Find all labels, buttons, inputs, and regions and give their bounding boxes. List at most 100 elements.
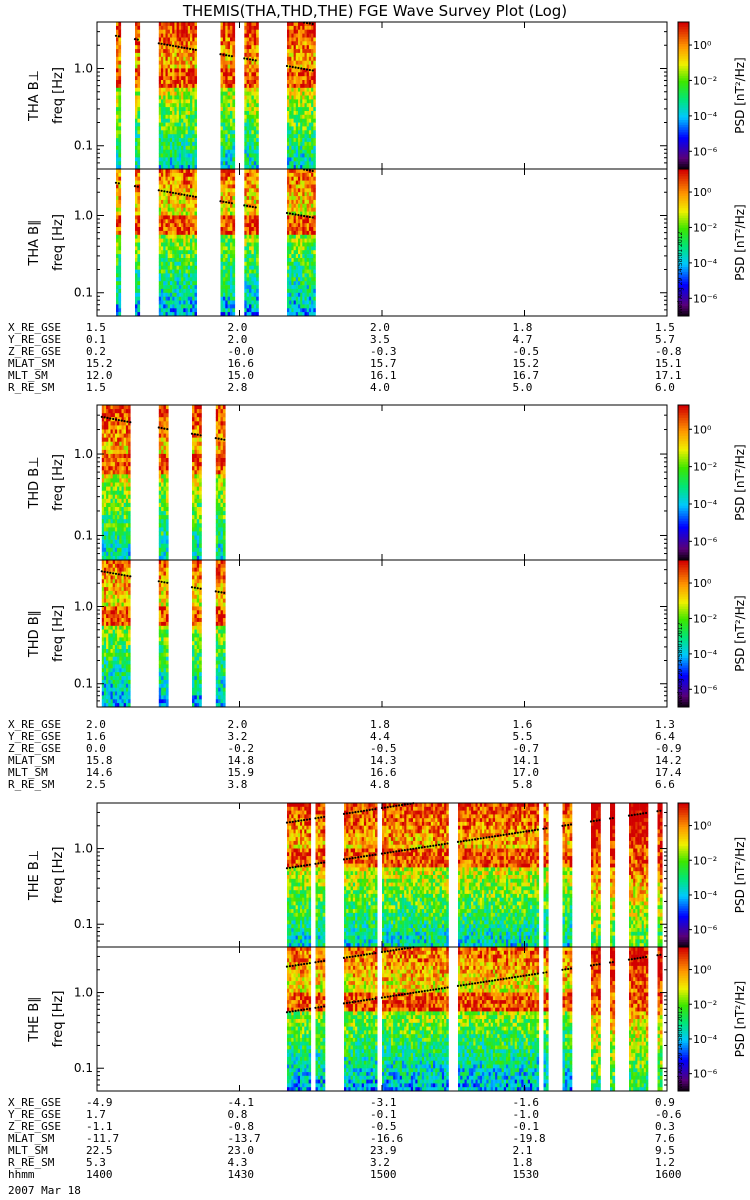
- spectrogram-cell: [313, 180, 316, 185]
- spectrogram-cell: [110, 507, 113, 512]
- spectrogram-cell: [287, 41, 290, 46]
- spectrogram-cell: [313, 22, 316, 27]
- spectrogram-cell: [220, 507, 224, 512]
- spectrogram-cell: [291, 95, 294, 100]
- spectrogram-cell: [253, 300, 257, 305]
- spectrogram-cell: [244, 145, 247, 150]
- spectrogram-cell: [181, 196, 184, 201]
- spectrogram-cell: [101, 664, 105, 669]
- spectrogram-cell: [308, 37, 312, 42]
- spectrogram-cell: [137, 52, 141, 58]
- spectrogram-cell: [249, 211, 252, 216]
- spectrogram-cell: [293, 37, 297, 42]
- spectrogram-cell: [174, 107, 177, 112]
- spectrogram-cell: [110, 466, 113, 471]
- spectrogram-cell: [220, 261, 224, 266]
- spectrogram-cell: [103, 637, 107, 642]
- spectrogram-cell: [306, 126, 310, 131]
- spectrogram-cell: [116, 165, 119, 170]
- spectrogram-cell: [227, 207, 231, 212]
- spectrogram-cell: [137, 130, 141, 135]
- spectrogram-cell: [220, 547, 224, 553]
- spectrogram-cell: [178, 83, 182, 89]
- spectrogram-cell: [116, 246, 119, 251]
- spectrogram-cell: [289, 304, 292, 309]
- spectrogram-cell: [300, 149, 303, 154]
- spectrogram-cell: [172, 153, 175, 158]
- spectrogram-cell: [192, 149, 195, 154]
- spectrogram-cell: [137, 107, 141, 112]
- spectrogram-cell: [302, 49, 305, 54]
- spectrogram-cell: [194, 511, 198, 516]
- spectrogram-cell: [222, 215, 226, 220]
- spectrogram-cell: [289, 312, 292, 317]
- spectrogram-cell: [232, 292, 236, 297]
- spectrogram-cell: [289, 172, 292, 178]
- spectrogram-cell: [220, 169, 224, 174]
- spectrogram-cell: [295, 285, 299, 290]
- spectrogram-cell: [256, 250, 259, 255]
- spectrogram-cell: [172, 107, 175, 112]
- spectrogram-cell: [185, 242, 189, 247]
- spectrogram-cell: [291, 250, 294, 255]
- colorbar-step: [678, 544, 689, 548]
- spectrogram-cell: [165, 462, 169, 467]
- spectrogram-cell: [158, 107, 162, 112]
- spectrogram-cell: [311, 308, 314, 313]
- spectrogram-cell: [183, 304, 186, 309]
- spectrogram-cell: [172, 219, 175, 224]
- spectrogram-cell: [220, 246, 224, 251]
- spectrogram-cell: [308, 304, 312, 309]
- spectrogram-cell: [287, 203, 290, 208]
- spectrogram-cell: [128, 539, 131, 544]
- spectrogram-cell: [306, 304, 310, 309]
- spectrogram-cell: [232, 281, 236, 286]
- spectrogram-cell: [220, 405, 224, 410]
- spectrogram-cell: [251, 134, 255, 139]
- spectrogram-cell: [116, 273, 119, 278]
- spectrogram-cell: [163, 149, 166, 154]
- spectrogram-cell: [298, 68, 301, 73]
- spectrogram-cell: [174, 22, 177, 27]
- spectrogram-cell: [185, 52, 189, 58]
- spectrogram-cell: [220, 207, 224, 212]
- spectrogram-cell: [174, 103, 177, 108]
- spectrogram-cell: [137, 312, 141, 317]
- spectrogram-cell: [169, 261, 173, 266]
- spectrogram-cell: [190, 60, 193, 65]
- spectrogram-cell: [256, 80, 259, 85]
- spectrogram-cell: [172, 37, 175, 42]
- spectrogram-cell: [293, 80, 297, 85]
- gyrofrequency-dot: [186, 194, 189, 197]
- spectrogram-cell: [161, 165, 164, 170]
- spectrogram-cell: [251, 234, 255, 239]
- spectrogram-cell: [169, 149, 173, 154]
- spectrogram-cell: [300, 258, 303, 263]
- spectrogram-cell: [181, 277, 184, 282]
- spectrogram-cell: [169, 273, 173, 278]
- spectrogram-cell: [199, 417, 202, 422]
- spectrogram-cell: [313, 296, 316, 301]
- spectrogram-cell: [114, 441, 118, 447]
- spectrogram-cell: [185, 99, 189, 104]
- spectrogram-cell: [158, 254, 162, 259]
- spectrogram-cell: [137, 234, 141, 239]
- spectrogram-cell: [181, 230, 184, 236]
- spectrogram-cell: [128, 417, 131, 422]
- spectrogram-cell: [222, 261, 226, 266]
- spectrogram-cell: [178, 261, 182, 266]
- spectrogram-cell: [137, 203, 141, 208]
- colorbar-step: [678, 93, 689, 96]
- spectrogram-cell: [313, 211, 316, 216]
- spectrogram-cell: [244, 273, 247, 278]
- spectrogram-cell: [172, 126, 175, 131]
- spectrogram-cell: [135, 250, 138, 255]
- spectrogram-cell: [244, 80, 247, 85]
- spectrogram-cell: [298, 250, 301, 255]
- spectrogram-cell: [176, 33, 180, 38]
- spectrogram-cell: [300, 203, 303, 208]
- spectrogram-cell: [218, 413, 221, 418]
- spectrogram-cell: [192, 462, 195, 467]
- spectrogram-cell: [101, 519, 105, 524]
- spectrogram-cell: [112, 445, 116, 451]
